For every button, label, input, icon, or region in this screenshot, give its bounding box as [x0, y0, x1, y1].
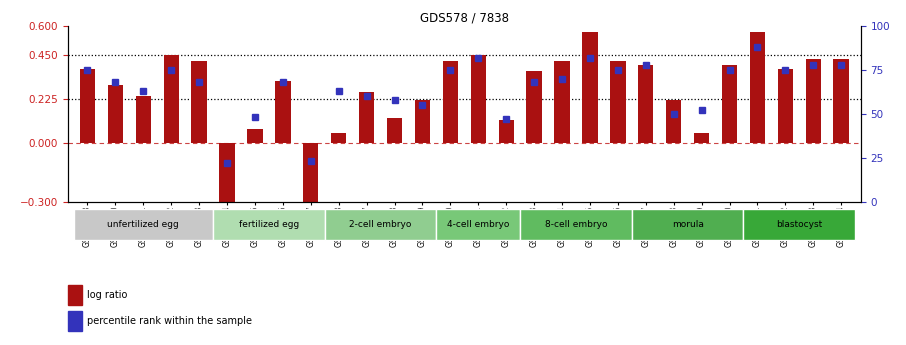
- Bar: [498, 120, 514, 143]
- Bar: [583, 32, 598, 143]
- Bar: [359, 92, 374, 143]
- Bar: [191, 61, 207, 143]
- Text: morula: morula: [671, 220, 704, 229]
- Bar: [387, 118, 402, 143]
- Bar: [108, 85, 123, 143]
- FancyBboxPatch shape: [744, 209, 855, 240]
- Bar: [136, 96, 151, 143]
- Bar: [694, 134, 709, 143]
- Bar: [722, 65, 737, 143]
- Bar: [275, 81, 291, 143]
- Text: fertilized egg: fertilized egg: [239, 220, 299, 229]
- FancyBboxPatch shape: [437, 209, 520, 240]
- Bar: [68, 285, 82, 305]
- Bar: [80, 69, 95, 143]
- FancyBboxPatch shape: [324, 209, 437, 240]
- Bar: [554, 61, 570, 143]
- FancyBboxPatch shape: [213, 209, 324, 240]
- Bar: [247, 129, 263, 143]
- Bar: [331, 134, 346, 143]
- Bar: [470, 55, 486, 143]
- Bar: [777, 69, 793, 143]
- Bar: [638, 65, 653, 143]
- Bar: [805, 59, 821, 143]
- Title: GDS578 / 7838: GDS578 / 7838: [419, 12, 509, 25]
- Bar: [834, 59, 849, 143]
- Text: 2-cell embryo: 2-cell embryo: [350, 220, 411, 229]
- Bar: [750, 32, 765, 143]
- Text: percentile rank within the sample: percentile rank within the sample: [87, 316, 252, 326]
- Bar: [164, 55, 178, 143]
- FancyBboxPatch shape: [520, 209, 631, 240]
- Bar: [415, 100, 430, 143]
- Text: log ratio: log ratio: [87, 290, 128, 300]
- Text: 4-cell embryo: 4-cell embryo: [447, 220, 509, 229]
- Text: blastocyst: blastocyst: [776, 220, 823, 229]
- Text: 8-cell embryo: 8-cell embryo: [545, 220, 607, 229]
- Bar: [68, 310, 82, 331]
- FancyBboxPatch shape: [73, 209, 213, 240]
- Bar: [443, 61, 458, 143]
- Bar: [526, 71, 542, 143]
- Bar: [304, 143, 319, 206]
- Bar: [610, 61, 625, 143]
- FancyBboxPatch shape: [631, 209, 744, 240]
- Bar: [219, 143, 235, 210]
- Text: unfertilized egg: unfertilized egg: [108, 220, 179, 229]
- Bar: [666, 100, 681, 143]
